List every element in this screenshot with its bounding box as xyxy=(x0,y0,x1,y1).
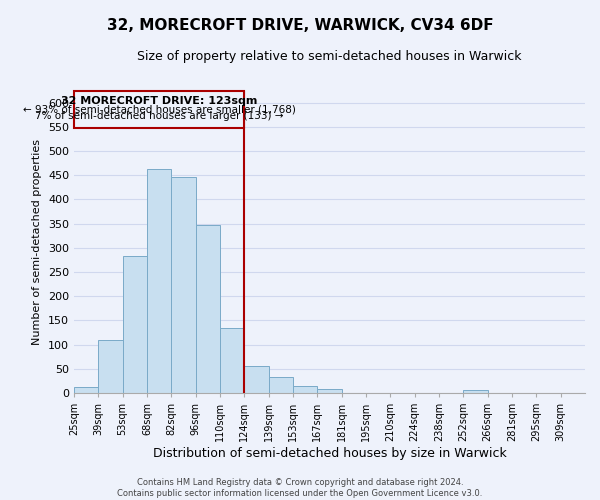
Text: 32 MORECROFT DRIVE: 123sqm: 32 MORECROFT DRIVE: 123sqm xyxy=(61,96,257,106)
Bar xyxy=(269,378,293,393)
Bar xyxy=(317,389,341,393)
Bar xyxy=(171,176,196,393)
Title: Size of property relative to semi-detached houses in Warwick: Size of property relative to semi-detach… xyxy=(137,50,522,63)
X-axis label: Distribution of semi-detached houses by size in Warwick: Distribution of semi-detached houses by … xyxy=(152,447,506,460)
Bar xyxy=(122,256,147,393)
Bar xyxy=(98,340,122,393)
Bar xyxy=(293,386,317,393)
Bar xyxy=(244,366,269,393)
Text: 32, MORECROFT DRIVE, WARWICK, CV34 6DF: 32, MORECROFT DRIVE, WARWICK, CV34 6DF xyxy=(107,18,493,32)
Text: ← 93% of semi-detached houses are smaller (1,768): ← 93% of semi-detached houses are smalle… xyxy=(23,104,296,114)
Bar xyxy=(147,169,171,393)
Bar xyxy=(74,386,98,393)
FancyBboxPatch shape xyxy=(74,90,244,128)
Bar xyxy=(196,225,220,393)
Y-axis label: Number of semi-detached properties: Number of semi-detached properties xyxy=(32,138,43,344)
Bar xyxy=(220,328,244,393)
Bar xyxy=(463,390,488,393)
Text: Contains HM Land Registry data © Crown copyright and database right 2024.
Contai: Contains HM Land Registry data © Crown c… xyxy=(118,478,482,498)
Text: 7% of semi-detached houses are larger (133) →: 7% of semi-detached houses are larger (1… xyxy=(35,112,283,122)
